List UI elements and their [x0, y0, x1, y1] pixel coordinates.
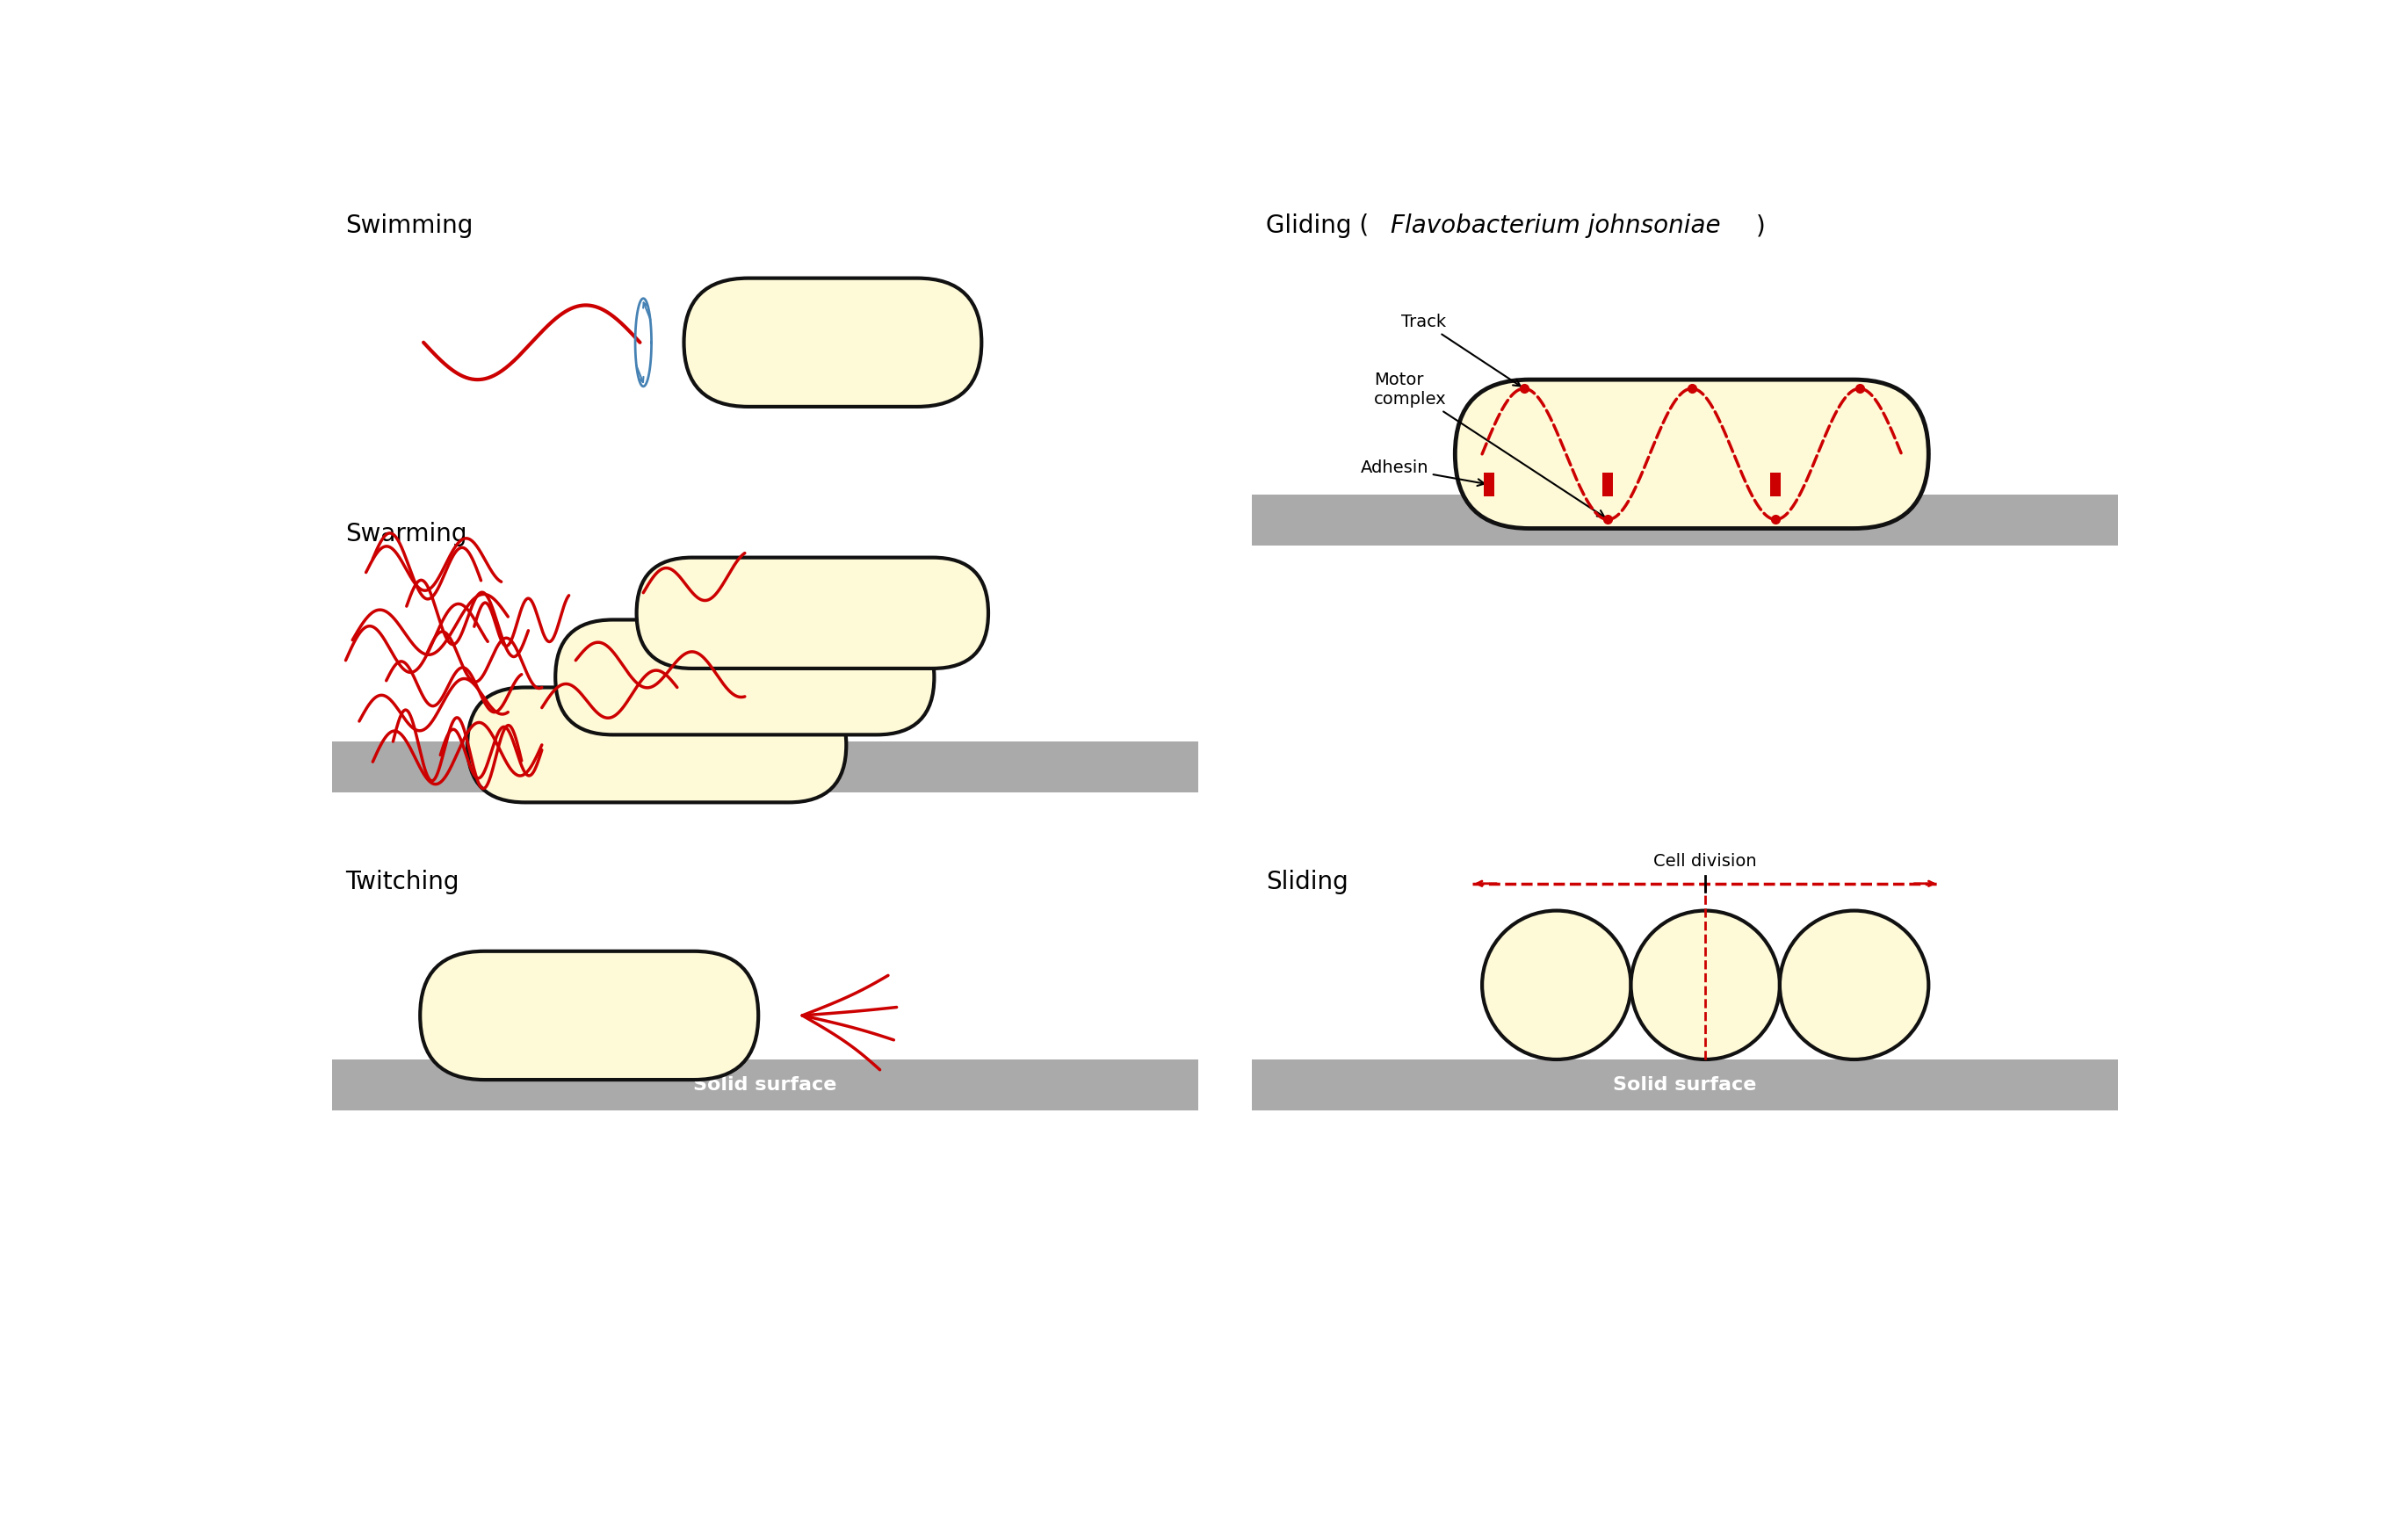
Text: Twitching: Twitching [345, 870, 459, 895]
Circle shape [1481, 910, 1632, 1060]
Text: Cell division: Cell division [1654, 853, 1756, 870]
Bar [1484, 473, 1493, 496]
Text: Solid surface: Solid surface [694, 758, 838, 776]
Circle shape [1632, 910, 1780, 1060]
Text: Track: Track [1400, 314, 1520, 387]
Circle shape [1780, 910, 1929, 1060]
Text: Sliding: Sliding [1266, 870, 1347, 895]
Text: Adhesin: Adhesin [1359, 459, 1484, 485]
Text: Solid surface: Solid surface [694, 1076, 838, 1093]
FancyBboxPatch shape [637, 557, 988, 668]
Text: Flavobacterium johnsoniae: Flavobacterium johnsoniae [1390, 214, 1721, 239]
Bar [1252, 1060, 2118, 1110]
Text: Gliding (: Gliding ( [1266, 214, 1369, 239]
Bar [1252, 494, 2118, 545]
Text: Solid surface: Solid surface [1613, 511, 1756, 528]
Bar [1603, 473, 1613, 496]
FancyBboxPatch shape [684, 279, 981, 407]
Bar [1771, 473, 1780, 496]
Text: Solid surface: Solid surface [1613, 1076, 1756, 1093]
FancyBboxPatch shape [555, 619, 933, 735]
Text: ): ) [1756, 214, 1766, 239]
Text: Swimming: Swimming [345, 214, 474, 239]
Bar [333, 742, 1199, 792]
FancyBboxPatch shape [467, 687, 847, 802]
Text: Swarming: Swarming [345, 522, 467, 547]
Bar [333, 1060, 1199, 1110]
Text: Motor
complex: Motor complex [1374, 371, 1603, 517]
FancyBboxPatch shape [1455, 380, 1929, 528]
FancyBboxPatch shape [421, 952, 759, 1080]
